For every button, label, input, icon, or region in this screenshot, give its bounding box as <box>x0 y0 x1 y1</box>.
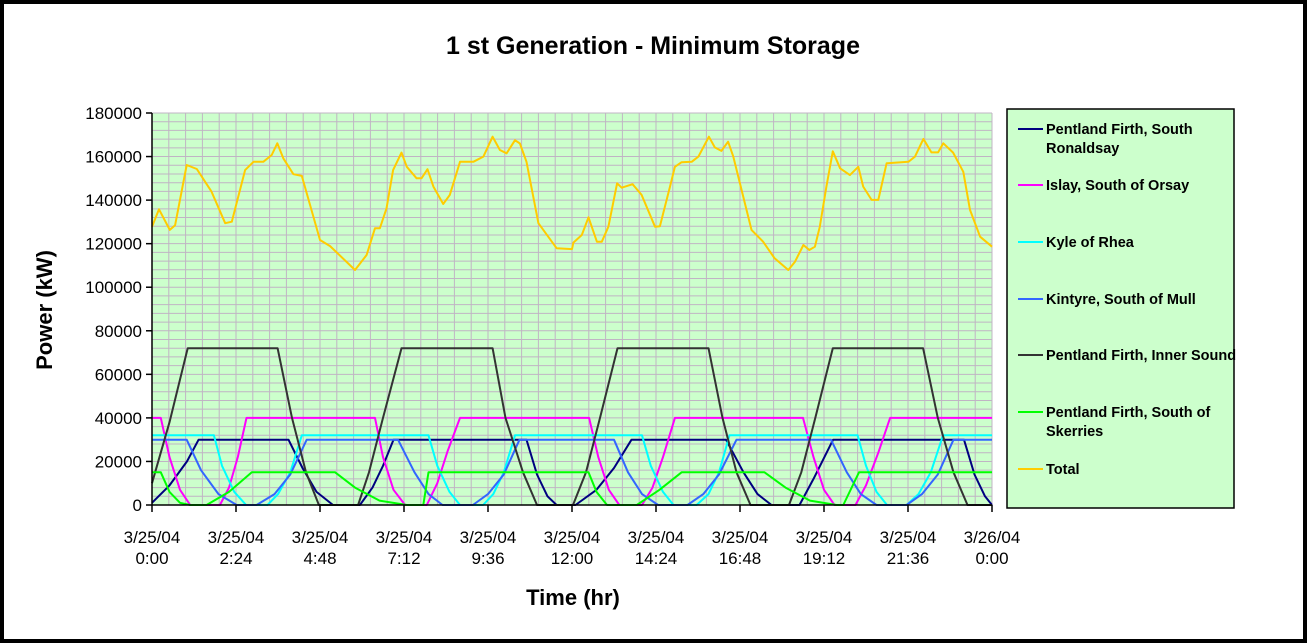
y-tick-label: 20000 <box>95 452 142 471</box>
x-tick-label-time: 7:12 <box>387 549 420 568</box>
y-tick-label: 140000 <box>85 191 142 210</box>
legend-label: Kyle of Rhea <box>1046 235 1135 251</box>
series-line-6 <box>151 135 993 271</box>
axes: 0 20000 40000 60000 80000 100000 120000 140000 1… <box>85 104 1020 568</box>
legend-label: Pentland Firth, South of <box>1046 405 1210 421</box>
x-tick-label-time: 21:36 <box>887 549 930 568</box>
y-tick-label: 80000 <box>95 322 142 341</box>
series-line-1 <box>152 416 992 506</box>
x-tick-label-time: 14:24 <box>635 549 678 568</box>
chart-title: 1 st Generation - Minimum Storage <box>446 32 860 60</box>
series-line-3 <box>152 438 992 506</box>
y-axis-title: Power (kW) <box>32 250 57 370</box>
legend-label: Total <box>1046 462 1080 478</box>
x-tick-label-time: 0:00 <box>135 549 168 568</box>
x-tick-label-time: 2:24 <box>219 549 252 568</box>
y-tick-label: 160000 <box>85 148 142 167</box>
legend-label: Pentland Firth, South <box>1046 122 1193 138</box>
x-tick-label-date: 3/26/04 <box>964 528 1021 547</box>
series-line-2 <box>152 434 992 506</box>
y-tick-label: 0 <box>133 496 142 515</box>
y-tick-label: 180000 <box>85 104 142 123</box>
x-tick-label-date: 3/25/04 <box>208 528 265 547</box>
x-tick-label-date: 3/25/04 <box>376 528 433 547</box>
x-tick-label-time: 9:36 <box>471 549 504 568</box>
x-tick-label-time: 12:00 <box>551 549 594 568</box>
legend-label: Islay, South of Orsay <box>1046 178 1189 194</box>
x-tick-label-date: 3/25/04 <box>124 528 181 547</box>
legend: Pentland Firth, South Ronaldsay Islay, Sou… <box>1006 108 1236 509</box>
legend-label: Ronaldsay <box>1046 141 1119 157</box>
x-tick-label-time: 16:48 <box>719 549 762 568</box>
x-tick-label-date: 3/25/04 <box>460 528 517 547</box>
x-tick-label-time: 4:48 <box>303 549 336 568</box>
series-line-4 <box>151 347 992 506</box>
x-tick-label-date: 3/25/04 <box>628 528 685 547</box>
x-tick-label-date: 3/25/04 <box>880 528 937 547</box>
y-tick-label: 100000 <box>85 278 142 297</box>
x-tick-label-date: 3/25/04 <box>796 528 853 547</box>
legend-label: Skerries <box>1046 424 1103 440</box>
y-tick-label: 40000 <box>95 409 142 428</box>
y-tick-label: 60000 <box>95 365 142 384</box>
y-tick-label: 120000 <box>85 235 142 254</box>
x-tick-label-date: 3/25/04 <box>544 528 601 547</box>
x-tick-label-date: 3/25/04 <box>712 528 769 547</box>
x-tick-label-date: 3/25/04 <box>292 528 349 547</box>
x-axis-title: Time (hr) <box>526 585 620 610</box>
x-tick-label-time: 0:00 <box>975 549 1008 568</box>
legend-label: Pentland Firth, Inner Sound <box>1046 348 1236 364</box>
x-tick-label-time: 19:12 <box>803 549 846 568</box>
legend-label: Kintyre, South of Mull <box>1046 292 1196 308</box>
